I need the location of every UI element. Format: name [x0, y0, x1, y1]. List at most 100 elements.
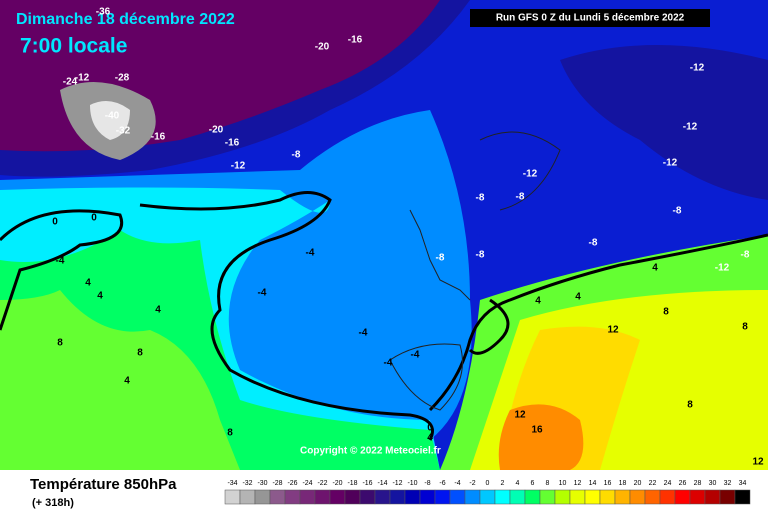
scale-label: -30 [257, 480, 267, 487]
scale-swatch [329, 489, 346, 505]
contour-label: 4 [155, 305, 161, 316]
scale-label: 32 [724, 480, 732, 487]
legend-lead: (+ 318h) [32, 497, 74, 509]
contour-label: -12 [523, 169, 538, 180]
scale-label: 0 [486, 480, 490, 487]
scale-swatch [554, 489, 571, 505]
scale-label: 28 [694, 480, 702, 487]
scale-label: 8 [546, 480, 550, 487]
contour-label: 4 [427, 433, 433, 444]
scale-swatch [344, 489, 361, 505]
contour-label: -4 [384, 358, 393, 369]
scale-label: -28 [272, 480, 282, 487]
scale-swatch [254, 489, 271, 505]
scale-label: -22 [317, 480, 327, 487]
contour-label: -12 [690, 63, 705, 74]
scale-swatch [269, 489, 286, 505]
contour-label: 4 [535, 296, 541, 307]
run-info: Run GFS 0 Z du Lundi 5 décembre 2022 [496, 13, 685, 24]
copyright: Copyright © 2022 Meteociel.fr [300, 446, 441, 457]
scale-label: 4 [516, 480, 520, 487]
map-time: 7:00 locale [20, 35, 127, 58]
scale-swatch [314, 489, 331, 505]
scale-label: 14 [589, 480, 597, 487]
contour-label: -8 [436, 253, 445, 264]
contour-label: -8 [292, 150, 301, 161]
scale-swatch [599, 489, 616, 505]
scale-label: 16 [604, 480, 612, 487]
scale-swatch [689, 489, 706, 505]
contour-labels: -36-16-20-24 -28-12-40-32-16-20-16-8-12-1… [52, 7, 764, 468]
scale-swatch [299, 489, 316, 505]
contour-label: -8 [589, 238, 598, 249]
scale-label: 30 [709, 480, 717, 487]
scale-label: -24 [302, 480, 312, 487]
scale-swatch [524, 489, 541, 505]
scale-swatch [284, 489, 301, 505]
scale-swatch [659, 489, 676, 505]
contour-label: 12 [607, 325, 619, 336]
scale-swatch [224, 489, 241, 505]
scale-label: -4 [454, 480, 460, 487]
scale-swatch [509, 489, 526, 505]
scale-swatch [614, 489, 631, 505]
contour-label: -8 [516, 192, 525, 203]
scale-swatch [704, 489, 721, 505]
contour-label: -4 [411, 350, 420, 361]
contour-label: 8 [57, 338, 63, 349]
contour-label: -36 [96, 7, 111, 18]
scale-label: -26 [287, 480, 297, 487]
contour-label: 8 [742, 322, 748, 333]
scale-swatch [494, 489, 511, 505]
contour-label: -16 [151, 132, 166, 143]
contour-label: 8 [137, 348, 143, 359]
coastlines [389, 131, 561, 411]
scale-label: -18 [347, 480, 357, 487]
contour-label: -4 [359, 328, 368, 339]
contour-label: 8 [227, 428, 233, 439]
contour-label: 0 [427, 423, 433, 434]
scale-label: -10 [407, 480, 417, 487]
scale-swatch [734, 489, 751, 505]
contour-label: -12 [663, 158, 678, 169]
contour-label: 0 [52, 217, 58, 228]
scale-swatch [419, 489, 436, 505]
contour-label: -16 [348, 35, 363, 46]
scale-swatch [479, 489, 496, 505]
scale-label: -12 [392, 480, 402, 487]
scale-label: -6 [439, 480, 445, 487]
scale-label: 22 [649, 480, 657, 487]
scale-swatch [539, 489, 556, 505]
contour-label: -8 [476, 250, 485, 261]
contour-label: -4 [306, 248, 315, 259]
scale-swatch [629, 489, 646, 505]
contour-label: -24 [63, 77, 78, 88]
contour-label: 4 [97, 291, 103, 302]
map-date: Dimanche 18 décembre 2022 [16, 11, 235, 28]
map-background [0, 0, 768, 470]
contour-label: 12 [514, 410, 526, 421]
contour-label: 8 [687, 400, 693, 411]
scale-swatch [389, 489, 406, 505]
contour-label: 0 [91, 213, 97, 224]
scale-label: 20 [634, 480, 642, 487]
contour-label: 16 [531, 425, 543, 436]
legend-title: Température 850hPa [30, 476, 177, 493]
scale-label: -20 [332, 480, 342, 487]
contour-label: 12 [752, 457, 764, 468]
contour-label: 4 [85, 278, 91, 289]
scale-swatch [719, 489, 736, 505]
contour-label: -32 [116, 126, 131, 137]
scale-label: -8 [424, 480, 430, 487]
contour-label: 4 [124, 376, 130, 387]
contour-label: -12 [75, 73, 90, 84]
contour-label: -4 [258, 288, 267, 299]
scale-label: -2 [469, 480, 475, 487]
scale-label: 18 [619, 480, 627, 487]
contour-label: -4 [56, 256, 65, 267]
contour-label: -20 [209, 125, 224, 136]
contour-label: -28 [115, 73, 130, 84]
scale-label: -14 [377, 480, 387, 487]
scale-swatch [239, 489, 256, 505]
